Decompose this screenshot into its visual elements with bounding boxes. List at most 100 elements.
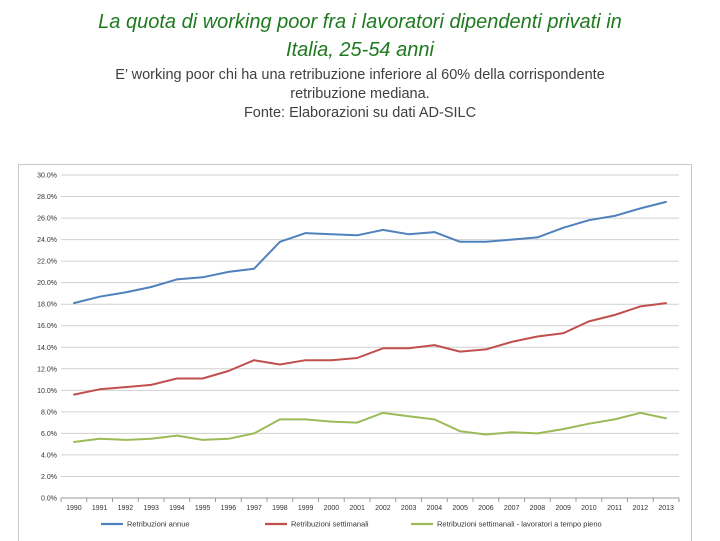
series-3-point (381, 412, 384, 414)
series-2-point (201, 377, 204, 380)
x-tick-label: 2011 (607, 505, 622, 512)
y-tick-label: 20.0% (37, 280, 57, 287)
x-tick-label: 1998 (272, 505, 288, 512)
line-chart-svg: 0.0% 2.0% 4.0% 6.0% 8.0% 10.0% 12.0% 14.0% 16.0%… (37, 173, 680, 529)
series-2-point (536, 335, 539, 338)
x-tick-label: 2004 (427, 505, 443, 512)
series-2-point (613, 314, 616, 316)
series-2-point (150, 384, 153, 386)
series-1-point (124, 291, 127, 294)
series-line-1 (73, 200, 667, 305)
series-2-point (665, 302, 668, 305)
series-line-3 (73, 411, 667, 443)
x-tick-label: 2007 (504, 505, 520, 512)
series-1-point (407, 233, 410, 236)
series-1-point (72, 302, 75, 305)
series-1-point (562, 226, 565, 229)
series-1-point (536, 236, 539, 239)
x-tick-label: 1990 (66, 505, 82, 512)
y-tick-label: 10.0% (37, 388, 57, 395)
series-1-point (227, 271, 230, 273)
slide-title-line: Italia, 25-54 anni (286, 39, 434, 61)
x-tick-label: 2006 (478, 505, 494, 512)
y-tick-label: 22.0% (37, 259, 57, 266)
series-2-point (639, 305, 642, 308)
series-2-point (72, 393, 75, 396)
series-3-point (72, 441, 75, 443)
series-1-point (201, 276, 204, 279)
y-tick-label: 26.0% (37, 216, 57, 223)
y-tick-label: 30.0% (37, 173, 57, 180)
slide-title: La quota di working poor fra i lavorator… (40, 8, 680, 64)
y-tick-label: 14.0% (37, 345, 57, 352)
series-2-point (356, 357, 359, 359)
series-3-point (175, 434, 178, 437)
y-tick-label: 6.0% (41, 431, 57, 438)
series-1-point (639, 207, 642, 210)
x-tick-label: 2010 (581, 505, 597, 512)
series-3-point (639, 412, 642, 414)
x-tick-label: 2013 (658, 505, 674, 512)
x-tick-label: 2012 (633, 505, 649, 512)
y-tick-label: 12.0% (37, 366, 57, 373)
series-3-point (407, 415, 410, 418)
series-1-point (98, 295, 101, 298)
series-2-point (484, 348, 487, 351)
series-2-point (98, 388, 101, 391)
series-2-point (562, 332, 565, 335)
y-tick-label: 2.0% (41, 474, 57, 481)
legend-label: Retribuzioni settimanali - lavoratori a … (437, 520, 602, 529)
legend-label: Retribuzioni settimanali (291, 520, 369, 529)
series-2-point (381, 347, 384, 350)
x-tick-label: 2002 (375, 505, 391, 512)
series-1-point (665, 201, 668, 203)
series-3-point (433, 418, 436, 421)
series-2-point (510, 340, 513, 343)
x-tick-label: 1991 (92, 505, 108, 512)
series-1-point (253, 267, 256, 270)
x-tick-label: 1994 (169, 505, 185, 512)
series-3-point (510, 431, 513, 434)
x-tick-label: 2000 (324, 505, 340, 512)
x-tick-label: 2003 (401, 505, 417, 512)
series-3-point (587, 422, 590, 425)
x-tick-label: 1993 (143, 505, 159, 512)
series-3-point (484, 433, 487, 436)
series-1-point (433, 231, 436, 233)
legend-label: Retribuzioni annue (127, 520, 190, 529)
series-3-point (150, 437, 153, 440)
series-1-point (613, 215, 616, 217)
y-tick-label: 28.0% (37, 194, 57, 201)
series-3-point (227, 437, 230, 440)
series-3-point (562, 428, 565, 430)
series-1-point (587, 219, 590, 222)
series-1-point (150, 286, 153, 288)
series-1-point (484, 240, 487, 243)
x-tick-label: 1999 (298, 505, 314, 512)
series-1-point (330, 233, 333, 236)
slide-title-line: La quota di working poor fra i lavorator… (98, 11, 622, 33)
series-3-point (665, 417, 668, 420)
series-2-point (459, 350, 462, 353)
y-tick-label: 16.0% (37, 323, 57, 330)
x-tick-label: 1992 (118, 505, 134, 512)
subtitle-line: retribuzione mediana. (290, 86, 430, 102)
line-chart: 0.0% 2.0% 4.0% 6.0% 8.0% 10.0% 12.0% 14.0% 16.0%… (18, 164, 692, 541)
series-3-point (330, 420, 333, 423)
y-tick-label: 4.0% (41, 452, 57, 459)
series-1-point (175, 278, 178, 281)
series-2-point (227, 370, 230, 372)
series-1-point (278, 240, 281, 243)
y-tick-label: 8.0% (41, 409, 57, 416)
series-2-point (253, 359, 256, 362)
series-3-point (356, 421, 359, 424)
y-tick-label: 18.0% (37, 302, 57, 309)
series-2-point (407, 347, 410, 350)
series-2-point (278, 363, 281, 366)
series-3-point (536, 432, 539, 435)
series-3-point (201, 438, 204, 441)
series-3-point (98, 437, 101, 440)
x-tick-label: 2001 (349, 505, 365, 512)
x-tick-label: 1995 (195, 505, 211, 512)
series-3-point (124, 438, 127, 441)
